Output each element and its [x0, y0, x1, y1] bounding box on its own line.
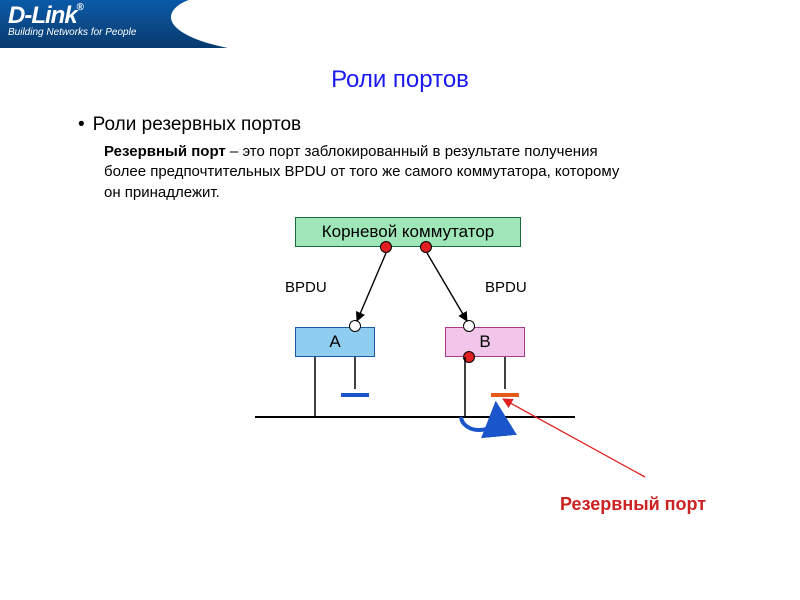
diagram-lines — [205, 217, 625, 447]
slide-title: Роли портов — [0, 66, 800, 94]
bullet-label: Роли резервных портов — [93, 114, 302, 136]
body-paragraph: Резервный порт – это порт заблокированны… — [104, 142, 624, 203]
content-area: • Роли резервных портов Резервный порт –… — [0, 94, 800, 447]
bullet-item: • Роли резервных портов — [78, 114, 740, 136]
logo-text: D-Link — [8, 2, 77, 29]
diagram: Корневой коммутатор A B BPDU BPDU — [205, 217, 625, 447]
logo: D-Link® Building Networks for People — [8, 2, 208, 46]
bullet-marker: • — [78, 114, 85, 136]
logo-registered: ® — [77, 2, 83, 13]
logo-subtitle: Building Networks for People — [8, 27, 208, 38]
header-bar: D-Link® Building Networks for People — [0, 0, 800, 48]
callout-backup-port: Резервный порт — [560, 494, 706, 515]
header-swoosh — [167, 0, 800, 56]
body-bold-term: Резервный порт — [104, 143, 226, 160]
